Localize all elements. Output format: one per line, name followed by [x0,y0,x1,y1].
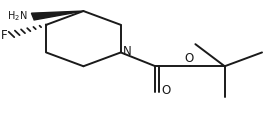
Text: O: O [184,52,193,65]
Text: N: N [123,45,132,58]
Text: H$_2$N: H$_2$N [6,9,27,23]
Text: F: F [1,29,8,42]
Text: O: O [161,84,171,97]
Polygon shape [31,11,83,20]
